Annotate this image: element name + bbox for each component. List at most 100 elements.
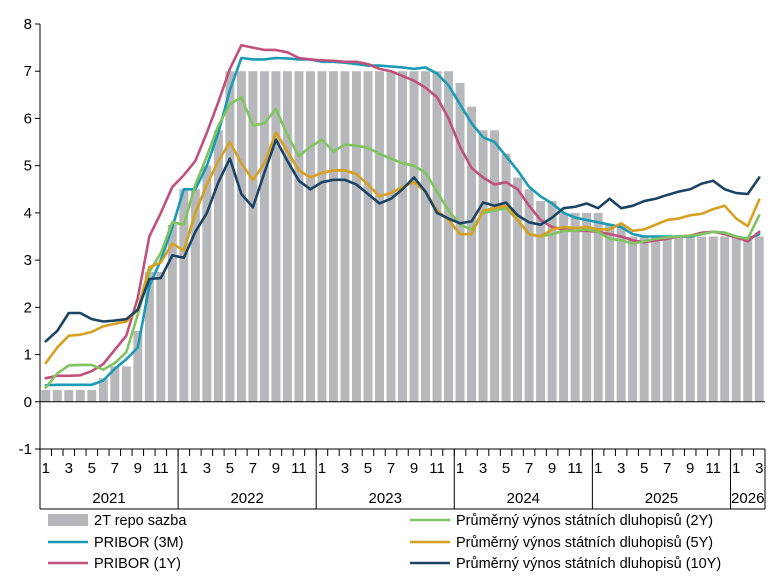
month-label: 1 [42,460,50,477]
month-label: 7 [525,460,533,477]
series-line-prumerny-vynos-statnich-dluhopisu-2y [44,95,761,389]
year-label: 2024 [507,490,540,507]
y-tick-label: 3 [24,252,32,269]
year-label: 2022 [230,490,263,507]
month-label: 5 [364,460,372,477]
repo-bar [536,201,546,402]
repo-bar [375,71,384,402]
legend-item-pribor-1y: PRIBOR (1Y) [48,556,181,572]
month-label: 7 [249,460,257,477]
year-label: 2021 [92,490,125,507]
repo-bar [98,378,108,402]
repo-rate-bars [41,71,764,402]
y-tick-label: 5 [24,158,32,175]
repo-bar [547,201,557,402]
month-label: 5 [640,460,648,477]
repo-bar [259,71,269,402]
repo-bar [236,71,246,402]
repo-bar [639,236,649,402]
series-line-prumerny-vynos-statnich-dluhopisu-5y [44,131,761,365]
repo-bar [156,271,166,402]
legend-label: PRIBOR (3M) [94,535,183,551]
repo-bar [386,71,396,402]
month-label: 3 [65,460,73,477]
legend-item-prumerny-vynos-statnich-dluhopisu-5y: Průměrný výnos státních dluhopisů (5Y) [410,535,713,551]
legend-item-prumerny-vynos-statnich-dluhopisu-2y: Průměrný výnos státních dluhopisů (2Y) [410,513,713,529]
repo-bar [398,71,407,402]
legend-label: Průměrný výnos státních dluhopisů (2Y) [456,513,713,529]
legend-label: Průměrný výnos státních dluhopisů (10Y) [456,556,721,572]
repo-bar [731,236,741,402]
month-label: 11 [291,460,307,477]
repo-bar [697,236,707,402]
repo-bar [651,236,661,402]
repo-bar [754,236,764,402]
repo-bar [110,366,120,402]
month-label: 7 [663,460,671,477]
repo-bar [87,389,97,402]
legend-item-pribor-3m: PRIBOR (3M) [48,535,183,551]
y-tick-label: 4 [24,205,32,222]
month-label: 3 [755,460,763,477]
repo-bar [708,236,718,402]
repo-bar [685,236,695,402]
month-label: 3 [203,460,211,477]
repo-bar [271,71,281,402]
series-line-prumerny-vynos-statnich-dluhopisu-10y [44,138,761,343]
month-label: 5 [226,460,234,477]
repo-bar [490,130,500,402]
repo-bar [501,153,511,402]
month-label: 9 [272,460,280,477]
x-axis-month-labels: 1 3 5 7 9 11 1 3 5 7 9 11 1 3 5 7 9 11 1 3 5 7 9 11 1 3 5 7 9 11 1 3 [42,460,764,477]
repo-bar [305,71,315,402]
month-label: 9 [548,460,556,477]
repo-bar [52,389,62,402]
repo-bar [179,189,189,402]
month-label: 7 [111,460,119,477]
repo-bar [167,224,177,402]
month-label: 9 [686,460,694,477]
y-tick-label: 1 [24,347,32,364]
repo-bar [559,212,569,402]
month-label: 1 [318,460,326,477]
repo-bar [720,236,730,402]
repo-bar [570,212,580,402]
month-label: 1 [180,460,188,477]
repo-bar [213,130,223,402]
repo-bar [133,330,143,402]
repo-bar [582,212,592,402]
month-label: 5 [88,460,96,477]
repo-bar [524,189,534,402]
repo-bar [478,130,488,402]
repo-bar [144,271,154,402]
month-label: 5 [502,460,510,477]
repo-bar [467,106,477,402]
month-label: 3 [617,460,625,477]
repo-bar [363,71,373,402]
repo-bar [248,71,258,402]
y-tick-label: 7 [24,63,32,80]
month-label: 11 [705,460,721,477]
legend-label: PRIBOR (1Y) [94,556,181,572]
repo-bar [225,71,235,402]
month-label: 11 [153,460,169,477]
legend: 2T repo sazba PRIBOR (3M) PRIBOR (1Y) Průmě… [48,513,721,572]
month-label: 1 [732,460,740,477]
series-lines [44,43,761,389]
legend-item-prumerny-vynos-statnich-dluhopisu-10y: Průměrný výnos státních dluhopisů (10Y) [410,556,721,572]
repo-bar [628,236,638,402]
repo-bar [64,389,74,402]
y-tick-label: -1 [19,441,32,458]
series-line-pribor-3m [44,56,761,387]
repo-bar [593,212,603,402]
repo-bar [121,366,131,402]
month-label: 1 [456,460,464,477]
repo-bar [328,71,338,402]
repo-bar [455,83,465,402]
month-label: 7 [387,460,395,477]
repo-bar [41,389,51,402]
repo-bar [605,224,615,402]
year-label: 2025 [645,490,678,507]
repo-bar [662,236,672,402]
repo-bar [616,224,626,402]
